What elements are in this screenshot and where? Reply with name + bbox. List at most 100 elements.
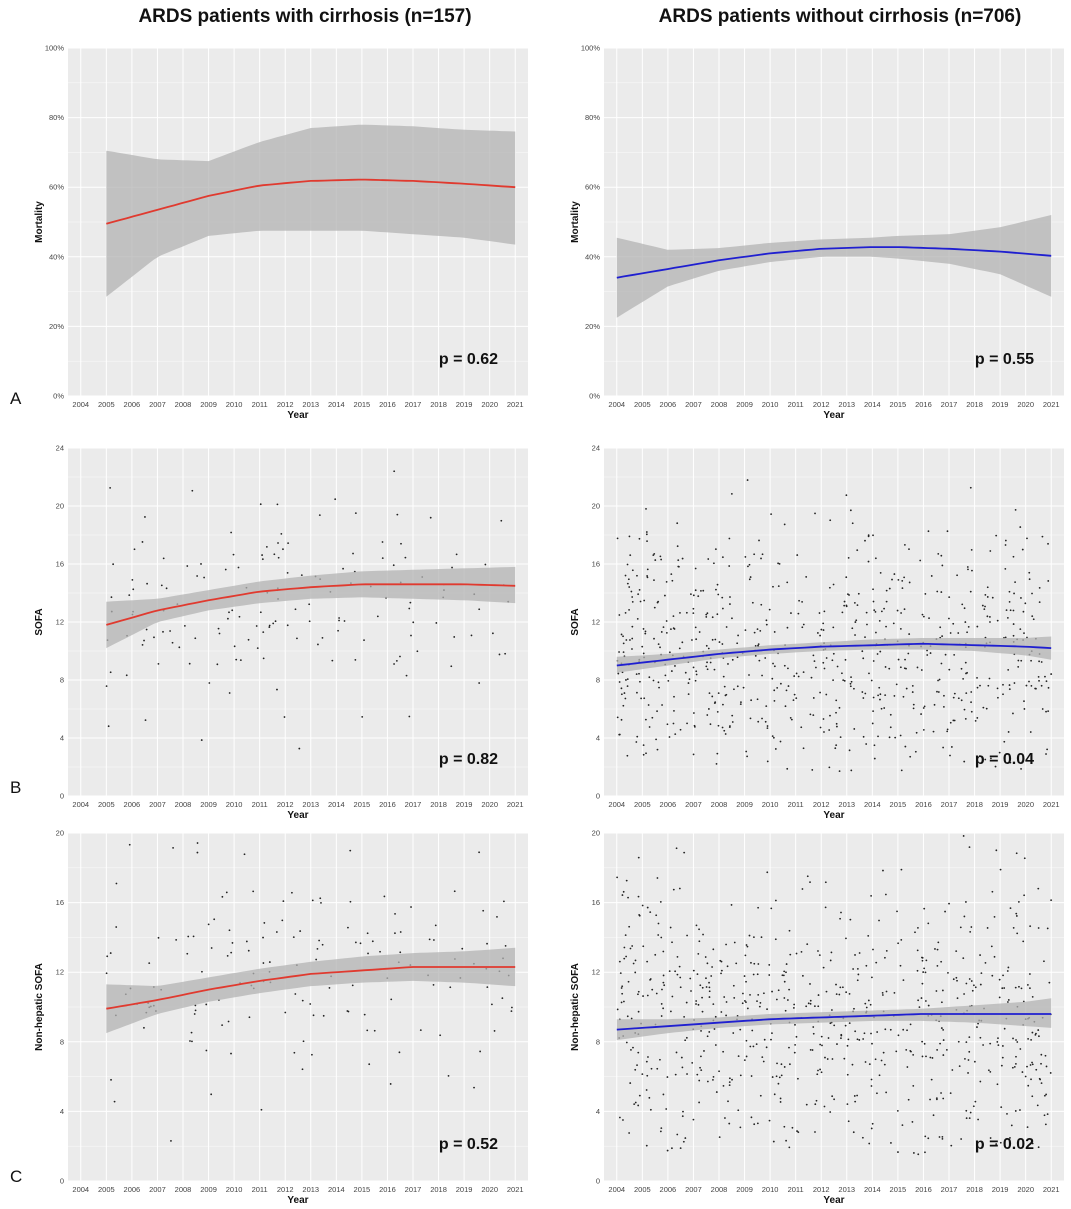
data-point [833, 1024, 836, 1027]
data-point [945, 1048, 948, 1051]
data-point [1012, 609, 1015, 612]
data-point [653, 579, 655, 582]
data-point [268, 961, 271, 963]
data-point [645, 531, 648, 533]
data-point [689, 977, 692, 980]
data-point [885, 589, 888, 592]
data-point [695, 673, 698, 676]
data-point [1030, 685, 1033, 687]
data-point [662, 626, 665, 629]
p-value-label: p = 0.52 [439, 1136, 498, 1153]
data-point [259, 611, 262, 614]
data-point [833, 1098, 836, 1101]
data-point [276, 503, 279, 506]
data-point [144, 516, 146, 518]
data-point [967, 1059, 970, 1061]
x-tick-label: 2005 [98, 400, 115, 409]
data-point [870, 1078, 873, 1081]
data-point [960, 1138, 963, 1140]
data-point [705, 665, 708, 668]
data-point [953, 692, 956, 695]
data-point [819, 691, 821, 694]
data-point [857, 592, 860, 595]
data-point [700, 1069, 703, 1072]
x-tick-label: 2009 [200, 800, 217, 809]
data-point [366, 1029, 369, 1032]
data-point [930, 1078, 933, 1081]
data-point [872, 710, 875, 713]
data-point [835, 699, 838, 702]
data-point [659, 901, 662, 903]
data-point [1017, 901, 1020, 903]
data-point [809, 983, 811, 985]
data-point [906, 1029, 908, 1032]
data-point [712, 562, 715, 565]
data-point [622, 890, 625, 893]
data-point [1020, 987, 1023, 990]
data-point [872, 948, 874, 951]
data-point [985, 707, 988, 710]
data-point [449, 986, 452, 989]
data-point [447, 1074, 450, 1077]
data-point [905, 1049, 908, 1051]
data-point [681, 1066, 684, 1069]
data-point [260, 1108, 263, 1111]
data-point [942, 1097, 945, 1100]
data-point [765, 619, 768, 622]
data-point [631, 569, 634, 572]
x-tick-label: 2014 [328, 800, 345, 809]
data-point [681, 641, 684, 644]
x-tick-label: 2004 [72, 1185, 89, 1194]
data-point [853, 1095, 856, 1097]
data-point [996, 619, 999, 622]
x-tick-label: 2021 [1043, 400, 1060, 409]
data-point [708, 981, 710, 984]
data-point [245, 940, 248, 943]
data-point [681, 557, 684, 560]
y-axis-title: SOFA [570, 608, 581, 635]
data-point [699, 1066, 701, 1069]
data-point [850, 769, 853, 772]
data-point [720, 969, 723, 972]
data-point [1018, 985, 1020, 988]
data-point [835, 722, 838, 725]
data-point [1029, 731, 1032, 733]
data-point [1002, 974, 1004, 977]
data-point [716, 613, 719, 616]
data-point [193, 1013, 196, 1015]
data-point [157, 936, 160, 939]
data-point [809, 881, 811, 884]
data-point [373, 1029, 376, 1032]
data-point [765, 705, 768, 708]
data-point [861, 650, 864, 653]
data-point [318, 514, 321, 517]
data-point [912, 707, 915, 710]
data-point [268, 624, 271, 627]
data-point [845, 576, 848, 579]
data-point [636, 617, 639, 620]
data-point [1019, 1109, 1021, 1111]
data-point [243, 853, 246, 856]
data-point [751, 1029, 754, 1032]
data-point [774, 938, 777, 941]
data-point [991, 596, 994, 599]
x-tick-label: 2009 [736, 1185, 753, 1194]
data-point [848, 749, 851, 752]
data-point [818, 612, 821, 614]
data-point [302, 1040, 305, 1043]
data-point [632, 962, 635, 965]
data-point [1038, 679, 1040, 682]
data-point [819, 1068, 821, 1071]
data-point [662, 950, 665, 953]
data-point [690, 990, 692, 992]
data-point [695, 670, 698, 673]
data-point [969, 1111, 972, 1114]
data-point [618, 651, 620, 653]
x-tick-label: 2021 [1043, 1185, 1060, 1194]
y-axis-title: Non-hepatic SOFA [570, 963, 581, 1051]
data-point [800, 950, 803, 953]
data-point [682, 1110, 684, 1113]
data-point [866, 623, 868, 626]
data-point [839, 736, 842, 739]
data-point [865, 964, 868, 967]
